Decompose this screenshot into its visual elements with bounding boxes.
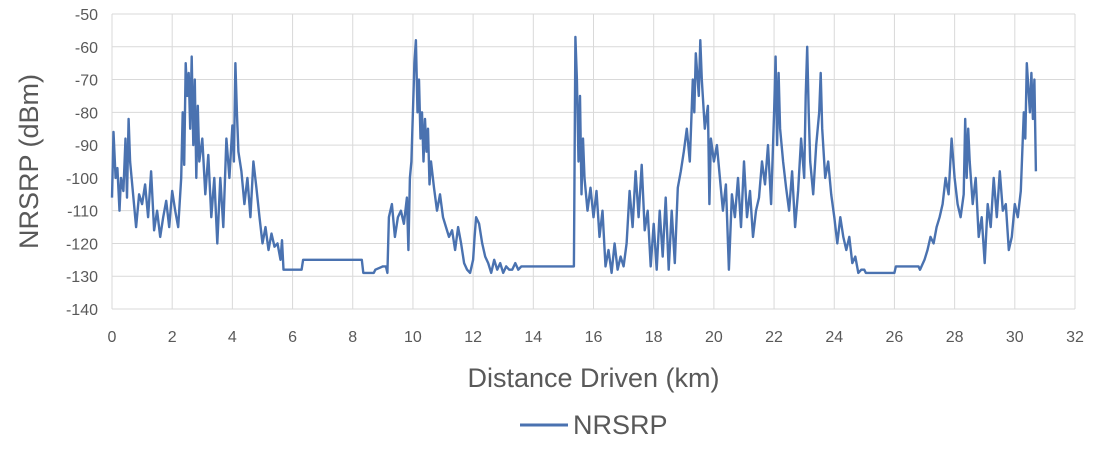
x-tick-label: 0 [108, 329, 117, 346]
x-tick-label: 28 [946, 329, 964, 346]
x-tick-label: 32 [1066, 329, 1084, 346]
x-tick-label: 24 [825, 329, 843, 346]
x-tick-label: 4 [228, 329, 237, 346]
y-tick-label: -120 [66, 236, 98, 253]
x-tick-label: 30 [1006, 329, 1024, 346]
y-tick-label: -70 [75, 73, 98, 90]
x-tick-label: 16 [585, 329, 603, 346]
x-tick-label: 22 [765, 329, 783, 346]
series-line-nrsrp [110, 35, 1038, 275]
y-tick-label: -90 [75, 138, 98, 155]
x-tick-label: 8 [348, 329, 357, 346]
y-tick-label: -100 [66, 171, 98, 188]
x-tick-labels: 0 2 4 6 8 10 12 14 16 18 20 22 24 26 28 30 32 [108, 329, 1084, 346]
y-tick-label: -60 [75, 40, 98, 57]
x-tick-label: 20 [705, 329, 723, 346]
y-axis-title: NRSRP (dBm) [14, 74, 44, 249]
x-axis-title: Distance Driven (km) [467, 363, 719, 393]
y-tick-label: -80 [75, 105, 98, 122]
grid [111, 13, 1076, 310]
y-tick-label: -140 [66, 302, 98, 319]
x-tick-label: 2 [168, 329, 177, 346]
series-layer [110, 35, 1038, 275]
legend-label: NRSRP [573, 410, 668, 440]
legend: NRSRP [520, 410, 668, 440]
x-tick-label: 18 [645, 329, 663, 346]
y-tick-labels: -50 -60 -70 -80 -90 -100 -110 -120 -130 -140 [66, 7, 98, 319]
y-tick-label: -50 [75, 7, 98, 24]
x-tick-label: 26 [886, 329, 904, 346]
y-tick-label: -110 [67, 204, 98, 221]
x-tick-label: 6 [288, 329, 297, 346]
x-tick-label: 14 [524, 329, 542, 346]
x-tick-label: 10 [404, 329, 422, 346]
x-tick-label: 12 [464, 329, 482, 346]
y-tick-label: -130 [66, 269, 98, 286]
